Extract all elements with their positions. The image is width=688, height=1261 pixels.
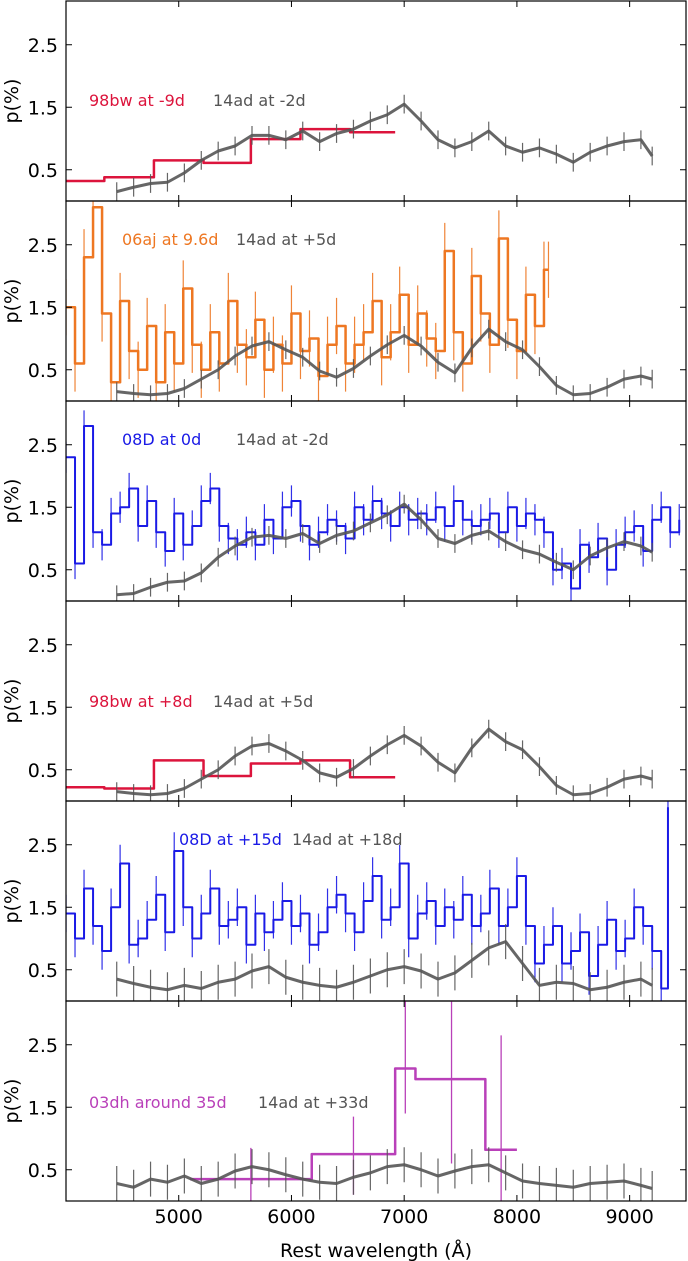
series-5-1 (66, 801, 669, 1001)
panel-6: 0.5 1.5 2.5 5000 6000 7000 8000 9000 p(%) 03dh ar… (1, 1000, 687, 1228)
legend-label: 14ad at +18d (292, 830, 403, 849)
y-axis-title: p(%) (1, 679, 23, 724)
y-tick-label: 1.5 (28, 497, 58, 519)
series-line (66, 127, 396, 183)
y-tick-label: 0.5 (28, 560, 58, 582)
plot-area-4 (66, 719, 653, 801)
plot-area-2 (66, 201, 653, 401)
y-tick-label: 2.5 (28, 635, 58, 657)
legend-label: 03dh around 35d (89, 1093, 227, 1112)
x-tick-label: 6000 (267, 1206, 315, 1228)
series-line (116, 727, 653, 797)
y-tick-label: 2.5 (28, 235, 58, 257)
y-axis-title: p(%) (1, 1079, 23, 1124)
y-axis-title: p(%) (1, 279, 23, 324)
series-6-2 (116, 1147, 653, 1201)
series-line (190, 1067, 517, 1181)
panel-5: 0.5 1.5 2.5p(%) 08D at +15d 14ad at +18d (1, 800, 687, 1002)
legend-label: 14ad at -2d (213, 91, 306, 110)
series-2-1 (66, 201, 550, 401)
plot-area-6 (116, 1001, 653, 1201)
panel-4: 0.5 1.5 2.5p(%) 98bw at +8d 14ad at +5d (1, 600, 687, 802)
legend-label: 08D at 0d (122, 430, 201, 449)
legend-label: 14ad at -2d (236, 430, 329, 449)
y-tick-label: 2.5 (28, 1035, 58, 1057)
legend-label: 14ad at +5d (213, 692, 313, 711)
panels: 0.51.52.5p(%) 98bw at -9d 14ad at -2d0.51.… (1, 0, 687, 1228)
y-tick-label: 2.5 (28, 35, 58, 57)
series-3-2 (116, 494, 653, 601)
x-tick-label: 9000 (605, 1206, 653, 1228)
legend-label: 08D at +15d (179, 830, 282, 849)
series-3-1 (66, 410, 681, 601)
legend-label: 14ad at +33d (258, 1093, 369, 1112)
y-tick-label: 0.5 (28, 960, 58, 982)
legend-label: 06aj at 9.6d (122, 230, 218, 249)
x-tick-label: 5000 (155, 1206, 203, 1228)
series-line (116, 327, 653, 397)
series-line (66, 807, 669, 990)
series-5-2 (116, 924, 653, 1001)
legend-label: 14ad at +5d (236, 230, 336, 249)
y-tick-label: 1.5 (28, 97, 58, 119)
panel-3: 0.5 1.5 2.5p(%) 08D at 0d 14ad at -2d (1, 400, 687, 602)
panel-1: 0.5 1.5 2.5p(%) 98bw at -9d 14ad at -2d (1, 0, 687, 202)
legend-label: 98bw at -9d (89, 91, 185, 110)
series-line (116, 502, 653, 597)
series-line (116, 1163, 653, 1190)
series-line (116, 940, 653, 992)
y-tick-label: 0.5 (28, 1160, 58, 1182)
legend-label: 98bw at +8d (89, 692, 193, 711)
plot-area-1 (66, 94, 654, 201)
panel-frame (65, 1000, 687, 1202)
series-2-2 (116, 319, 653, 401)
y-tick-label: 1.5 (28, 297, 58, 319)
series-4-1 (66, 759, 396, 790)
plot-area-3 (66, 410, 681, 601)
x-tick-label: 8000 (493, 1206, 541, 1228)
series-line (116, 102, 654, 194)
y-axis-title: p(%) (1, 479, 23, 524)
y-tick-label: 2.5 (28, 835, 58, 857)
x-tick-label: 7000 (380, 1206, 428, 1228)
x-axis-title: Rest wavelength (Å) (280, 1239, 472, 1261)
y-tick-label: 1.5 (28, 697, 58, 719)
series-line (66, 759, 396, 790)
y-tick-label: 0.5 (28, 360, 58, 382)
series-1-2 (116, 94, 654, 201)
y-tick-label: 1.5 (28, 897, 58, 919)
series-1-1 (66, 127, 396, 183)
y-axis-title: p(%) (1, 79, 23, 124)
y-tick-label: 0.5 (28, 160, 58, 182)
plot-area-5 (66, 801, 669, 1001)
y-tick-label: 2.5 (28, 435, 58, 457)
series-6-1 (190, 1001, 517, 1201)
y-tick-label: 0.5 (28, 760, 58, 782)
series-line (66, 425, 681, 590)
y-axis-title: p(%) (1, 879, 23, 924)
series-4-2 (116, 719, 653, 801)
panel-2: 0.5 1.5 2.5p(%) 06aj at 9.6d 14ad at +5d (1, 200, 687, 402)
y-tick-label: 1.5 (28, 1097, 58, 1119)
